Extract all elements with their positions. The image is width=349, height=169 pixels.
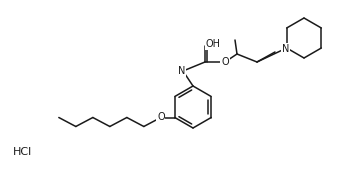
Text: HCl: HCl	[12, 147, 32, 157]
Text: OH: OH	[206, 39, 221, 49]
Text: N: N	[178, 66, 186, 76]
Text: O: O	[221, 57, 229, 67]
Text: N: N	[282, 44, 289, 54]
Text: O: O	[157, 113, 165, 123]
